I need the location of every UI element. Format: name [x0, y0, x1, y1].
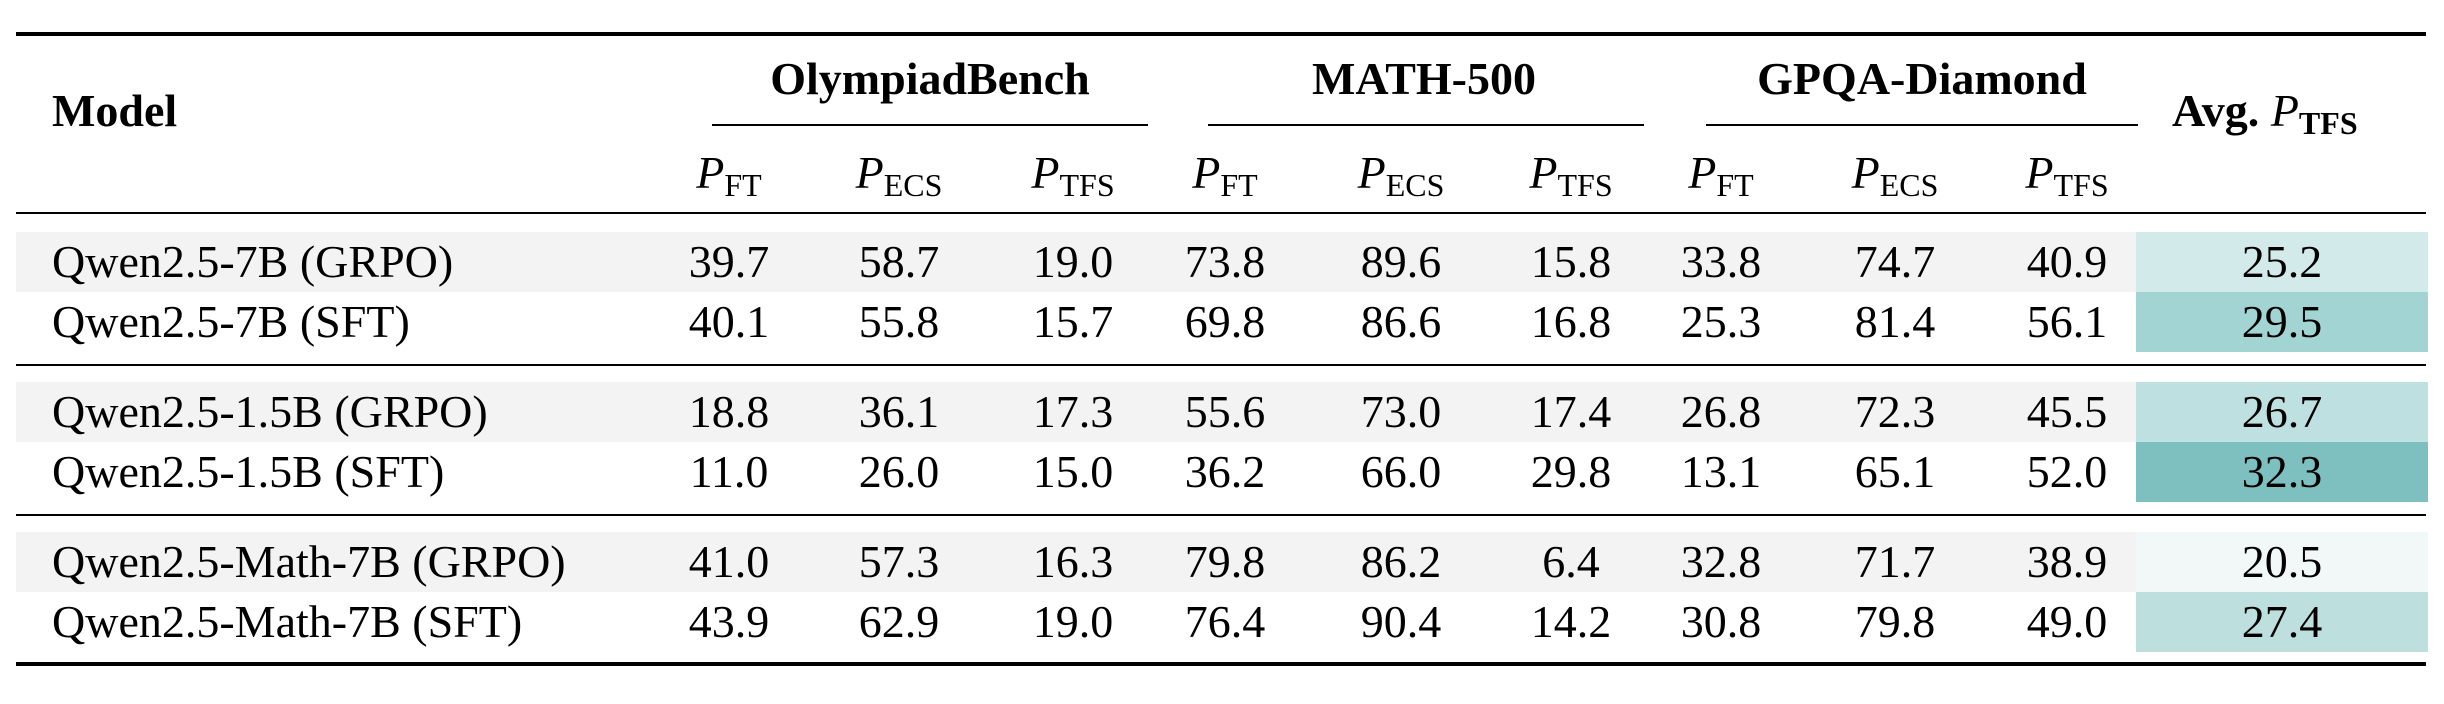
- metric-value-cell: 36.1: [858, 386, 940, 437]
- group-separator-rule-2: [16, 514, 2426, 516]
- table-top-rule: [16, 32, 2426, 36]
- avg-ptfs-cell: 26.7: [2136, 382, 2428, 442]
- metric-value-cell: 33.8: [1680, 236, 1762, 287]
- subheader-math500-pft: PFT: [1192, 147, 1258, 203]
- metric-value-cell: 15.7: [1032, 296, 1114, 347]
- metric-value-cell: 17.3: [1032, 386, 1114, 437]
- metric-value-cell: 65.1: [1854, 446, 1936, 497]
- metric-value-cell: 76.4: [1184, 596, 1266, 647]
- table-row: Qwen2.5-Math-7B (SFT) 43.9 62.9 19.0 76.4 90.…: [16, 592, 2428, 652]
- avg-p-symbol: P: [2270, 85, 2299, 136]
- model-name-cell: Qwen2.5-Math-7B (GRPO): [52, 536, 566, 587]
- metric-value-cell: 73.8: [1184, 236, 1266, 287]
- subheader-olympiad-pft: PFT: [696, 147, 762, 203]
- table-row: Qwen2.5-7B (GRPO) 39.7 58.7 19.0 73.8 89.6 15.…: [16, 232, 2428, 292]
- group-separator-rule-1: [16, 364, 2426, 366]
- metric-value-cell: 69.8: [1184, 296, 1266, 347]
- subheader-olympiad-ptfs: PTFS: [1031, 147, 1115, 203]
- metric-value-cell: 66.0: [1360, 446, 1442, 497]
- model-name-cell: Qwen2.5-7B (SFT): [52, 296, 410, 347]
- metric-value-cell: 14.2: [1530, 596, 1612, 647]
- group-header-math500: MATH-500: [1311, 53, 1536, 104]
- metric-value-cell: 15.8: [1530, 236, 1612, 287]
- metric-value-cell: 41.0: [688, 536, 770, 587]
- metric-value-cell: 73.0: [1360, 386, 1442, 437]
- metric-value-cell: 15.0: [1032, 446, 1114, 497]
- model-name-cell: Qwen2.5-7B (GRPO): [52, 236, 454, 287]
- metric-value-cell: 72.3: [1854, 386, 1936, 437]
- metric-value-cell: 45.5: [2026, 386, 2108, 437]
- metric-value-cell: 86.6: [1360, 296, 1442, 347]
- table-row: Qwen2.5-Math-7B (GRPO) 41.0 57.3 16.3 79.8 86…: [16, 532, 2428, 592]
- model-column-header: Model: [52, 85, 178, 136]
- group-underline-gpqa-diamond: [1706, 124, 2138, 126]
- group-underline-olympiadbench: [712, 124, 1148, 126]
- model-name-cell: Qwen2.5-Math-7B (SFT): [52, 596, 523, 647]
- metric-value-cell: 57.3: [858, 536, 940, 587]
- avg-ptfs-cell: 20.5: [2136, 532, 2428, 592]
- metric-value-cell: 26.0: [858, 446, 940, 497]
- metric-value-cell: 40.9: [2026, 236, 2108, 287]
- group-underline-math500: [1208, 124, 1644, 126]
- metric-value-cell: 79.8: [1184, 536, 1266, 587]
- subheader-math500-ptfs: PTFS: [1529, 147, 1613, 203]
- subheader-gpqa-pft: PFT: [1688, 147, 1754, 203]
- metric-value-cell: 56.1: [2026, 296, 2108, 347]
- metric-value-cell: 43.9: [688, 596, 770, 647]
- metric-value-cell: 25.3: [1680, 296, 1762, 347]
- metric-value-cell: 40.1: [688, 296, 770, 347]
- metric-value-cell: 36.2: [1184, 446, 1266, 497]
- metric-value-cell: 16.8: [1530, 296, 1612, 347]
- metric-value-cell: 19.0: [1032, 596, 1114, 647]
- metric-value-cell: 30.8: [1680, 596, 1762, 647]
- subheader-olympiad-pecs: PECS: [855, 147, 943, 203]
- avg-ptfs-cell: 29.5: [2136, 292, 2428, 352]
- table-bottom-rule: [16, 662, 2426, 666]
- metric-value-cell: 11.0: [689, 446, 769, 497]
- metric-value-cell: 19.0: [1032, 236, 1114, 287]
- group-header-gpqa-diamond: GPQA-Diamond: [1757, 53, 2087, 104]
- metric-value-cell: 81.4: [1854, 296, 1936, 347]
- metric-value-cell: 62.9: [858, 596, 940, 647]
- metric-value-cell: 74.7: [1854, 236, 1936, 287]
- metric-value-cell: 52.0: [2026, 446, 2108, 497]
- metric-value-cell: 89.6: [1360, 236, 1442, 287]
- model-name-cell: Qwen2.5-1.5B (SFT): [52, 446, 445, 497]
- model-name-cell: Qwen2.5-1.5B (GRPO): [52, 386, 488, 437]
- avg-label: Avg.: [2172, 85, 2260, 136]
- avg-ptfs-cell: 32.3: [2136, 442, 2428, 502]
- metric-value-cell: 32.8: [1680, 536, 1762, 587]
- metric-value-cell: 39.7: [688, 236, 770, 287]
- metric-value-cell: 17.4: [1530, 386, 1612, 437]
- metric-value-cell: 71.7: [1854, 536, 1936, 587]
- metric-value-cell: 29.8: [1530, 446, 1612, 497]
- table-row: Qwen2.5-7B (SFT) 40.1 55.8 15.7 69.8 86.6 16.8…: [16, 292, 2428, 352]
- metric-value-cell: 55.6: [1184, 386, 1266, 437]
- metric-value-cell: 26.8: [1680, 386, 1762, 437]
- metric-value-cell: 55.8: [858, 296, 940, 347]
- avg-ptfs-column-header: Avg. PTFS: [2172, 85, 2358, 141]
- metric-value-cell: 38.9: [2026, 536, 2108, 587]
- avg-p-subscript: TFS: [2298, 105, 2358, 141]
- metric-value-cell: 86.2: [1360, 536, 1442, 587]
- header-bottom-rule: [16, 212, 2426, 214]
- subheader-gpqa-pecs: PECS: [1851, 147, 1939, 203]
- metric-value-cell: 13.1: [1680, 446, 1762, 497]
- metric-value-cell: 49.0: [2026, 596, 2108, 647]
- metric-value-cell: 18.8: [688, 386, 770, 437]
- metric-value-cell: 6.4: [1542, 536, 1600, 587]
- avg-ptfs-cell: 27.4: [2136, 592, 2428, 652]
- subheader-gpqa-ptfs: PTFS: [2025, 147, 2109, 203]
- avg-ptfs-cell: 25.2: [2136, 232, 2428, 292]
- metric-value-cell: 90.4: [1360, 596, 1442, 647]
- metric-value-cell: 16.3: [1032, 536, 1114, 587]
- table-row: Qwen2.5-1.5B (SFT) 11.0 26.0 15.0 36.2 66.0 29…: [16, 442, 2428, 502]
- subheader-math500-pecs: PECS: [1357, 147, 1445, 203]
- table-row: Qwen2.5-1.5B (GRPO) 18.8 36.1 17.3 55.6 73.0 1…: [16, 382, 2428, 442]
- group-header-olympiadbench: OlympiadBench: [770, 53, 1090, 104]
- metric-value-cell: 58.7: [858, 236, 940, 287]
- metric-value-cell: 79.8: [1854, 596, 1936, 647]
